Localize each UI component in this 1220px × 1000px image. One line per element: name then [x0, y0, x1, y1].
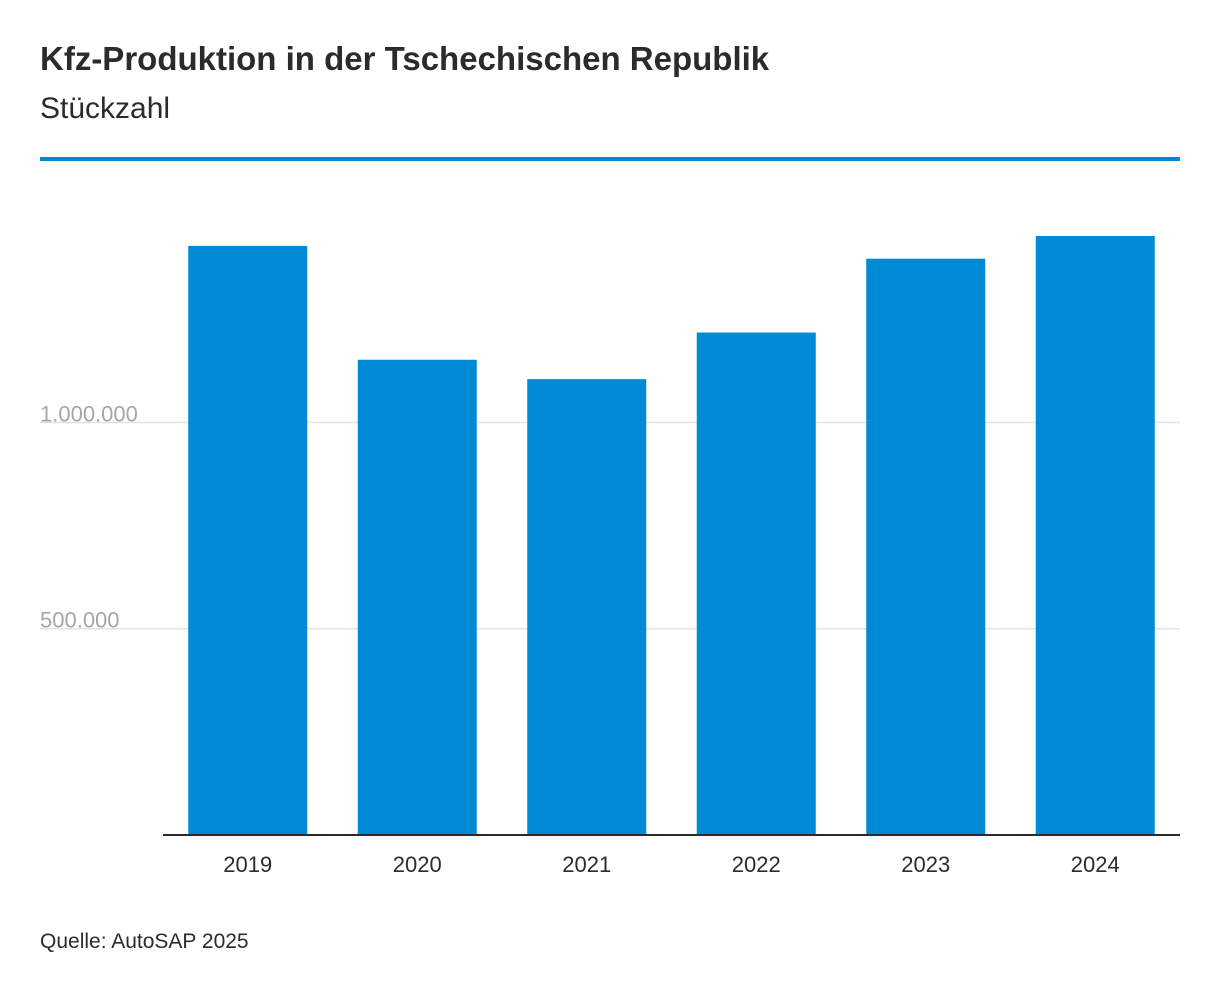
bar-2019: [188, 245, 308, 836]
bar-2021: [527, 379, 647, 835]
bar-2022: [696, 332, 816, 835]
bar-2024: [1035, 236, 1155, 835]
bars: [188, 236, 1155, 836]
y-axis-tick-labels: 500.000 1.000.000: [40, 401, 138, 632]
x-tick-label: 2019: [223, 852, 272, 877]
accent-divider: [40, 157, 1180, 161]
chart-title: Kfz-Produktion in der Tschechischen Repu…: [40, 40, 770, 77]
x-tick-label: 2021: [562, 852, 611, 877]
bar-2020: [357, 359, 477, 835]
y-tick-label: 500.000: [40, 608, 120, 633]
x-tick-label: 2023: [901, 852, 950, 877]
source-note: Quelle: AutoSAP 2025: [40, 930, 249, 953]
x-tick-label: 2020: [393, 852, 442, 877]
y-tick-label: 1.000.000: [40, 401, 138, 426]
x-tick-label: 2022: [732, 852, 781, 877]
x-tick-label: 2024: [1071, 852, 1120, 877]
chart-subtitle: Stückzahl: [40, 92, 171, 125]
bar-2023: [866, 258, 986, 835]
x-axis-tick-labels: 2019 2020 2021 2022 2023 2024: [223, 852, 1119, 877]
